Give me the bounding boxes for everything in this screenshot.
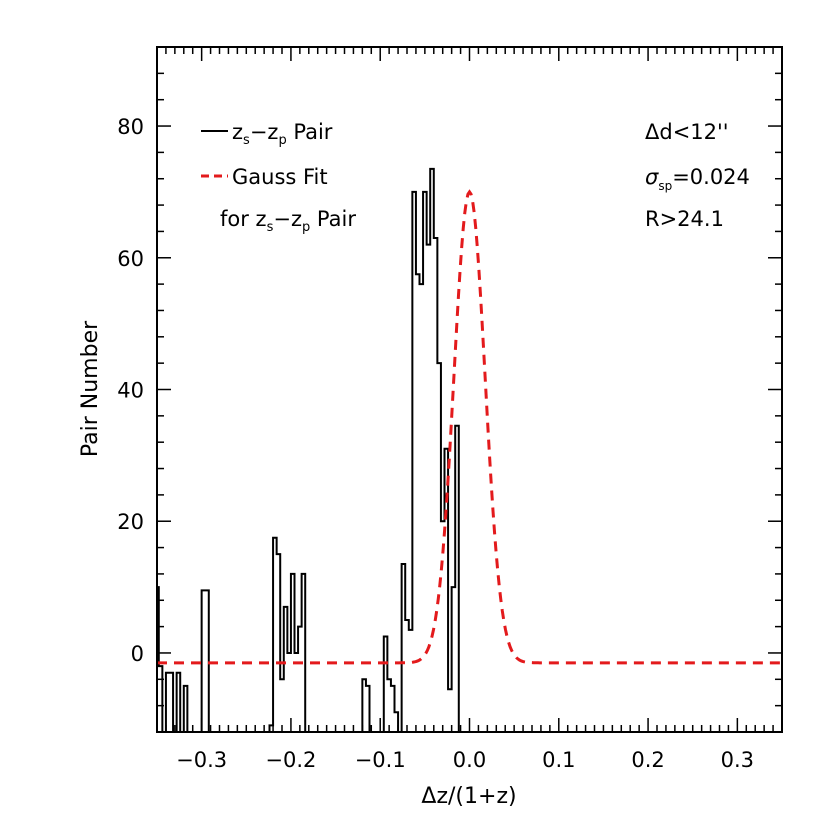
- x-tick-label: 0.0: [453, 748, 486, 772]
- y-axis-label: Pair Number: [78, 320, 103, 457]
- legend-label-gauss-fit: Gauss Fit: [232, 165, 328, 189]
- x-tick-label: 0.1: [542, 748, 575, 772]
- x-tick-label: 0.2: [631, 748, 664, 772]
- x-tick-label: 0.3: [721, 748, 754, 772]
- axis-ticks: [156, 46, 783, 733]
- y-tick-label: 20: [117, 510, 144, 534]
- plot-frame: [156, 46, 783, 733]
- annotation-r-limit: R>24.1: [645, 207, 724, 231]
- x-tick-label: −0.3: [176, 748, 227, 772]
- y-tick-label: 60: [117, 247, 144, 271]
- axis-tick-labels: −0.3 −0.2 −0.1 0.0 0.1 0.2 0.3 0 20 40 60 80: [117, 115, 754, 772]
- y-tick-label: 80: [117, 115, 144, 139]
- annotations: Δd<12'' σsp=0.024 R>24.1: [645, 120, 750, 231]
- y-tick-label: 0: [131, 642, 144, 666]
- x-axis-label: Δz/(1+z): [421, 784, 516, 809]
- histogram-steps: [156, 167, 759, 733]
- legend-label-gauss-fit-line2: for zs−zp Pair: [220, 207, 356, 235]
- x-tick-label: −0.1: [355, 748, 406, 772]
- annotation-sigma: σsp=0.024: [645, 165, 750, 193]
- y-tick-label: 40: [117, 379, 144, 403]
- legend-label-histogram: zs−zp Pair: [232, 120, 333, 148]
- legend: zs−zp Pair Gauss Fit for zs−zp Pair: [201, 120, 356, 235]
- annotation-delta-d: Δd<12'': [645, 120, 729, 144]
- x-tick-label: −0.2: [265, 748, 316, 772]
- gauss-fit-curve: [157, 189, 782, 665]
